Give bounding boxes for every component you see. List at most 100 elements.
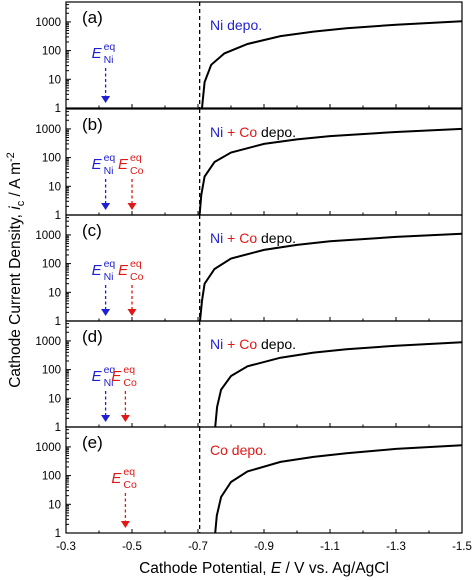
eq-subscript: Co xyxy=(130,165,144,177)
y-title-part: Cathode Current Density, xyxy=(7,210,24,388)
polarization-curve xyxy=(214,341,463,428)
annotation-part: Ni depo. xyxy=(210,17,262,33)
y-tick-label: 1000 xyxy=(35,124,61,136)
eq-subscript: Ni xyxy=(104,165,114,177)
x-tick-label: -1.5 xyxy=(452,541,472,553)
panel-label: (a) xyxy=(82,8,103,27)
y-tick-label: 1 xyxy=(55,422,61,434)
y-tick-label: 100 xyxy=(42,153,61,165)
eq-arrow-head xyxy=(127,309,137,316)
eq-arrow-head xyxy=(101,309,111,316)
x-title-part: Cathode Potential, xyxy=(139,560,271,577)
x-tick-label: -0.5 xyxy=(122,541,142,553)
y-title-part: / A m xyxy=(7,162,24,201)
annotation-part: Co depo. xyxy=(210,442,267,458)
y-tick-label: 1000 xyxy=(35,336,61,348)
eq-symbol: E xyxy=(118,262,129,279)
x-title-var: E xyxy=(271,560,282,577)
eq-superscript: eq xyxy=(123,466,135,478)
eq-symbol: E xyxy=(111,368,122,385)
y-axis-title: Cathode Current Density, ic / A m-2 xyxy=(5,152,27,388)
panel-frame xyxy=(65,1,463,109)
eq-superscript: eq xyxy=(130,258,142,270)
polarization-curve xyxy=(214,444,463,534)
x-tick-label: -0.7 xyxy=(188,541,208,553)
x-tick-label: -0.9 xyxy=(254,541,274,553)
x-title-part: / V vs. Ag/AgCl xyxy=(281,560,389,577)
eq-symbol: E xyxy=(92,368,103,385)
y-tick-label: 100 xyxy=(42,365,61,377)
x-axis-title: Cathode Potential, E / V vs. Ag/AgCl xyxy=(139,560,389,577)
y-axis-title-text: Cathode Current Density, ic / A m-2 xyxy=(5,152,27,388)
y-tick-label: 100 xyxy=(42,46,61,58)
eq-arrow-head xyxy=(120,521,130,528)
deposition-annotation: Ni + Co depo. xyxy=(210,230,296,246)
eq-subscript: Co xyxy=(130,271,144,283)
annotation-part: Ni xyxy=(210,124,223,140)
annotation-part: depo. xyxy=(257,230,296,246)
y-tick-label: 1000 xyxy=(35,442,61,454)
x-axis-ticks: -0.3 -0.5 -0.7 -0.9 -1.1 -1.3 -1.5 xyxy=(56,541,472,553)
eq-superscript: eq xyxy=(104,258,116,270)
y-tick-label: 1000 xyxy=(35,230,61,242)
y-tick-label: 1 xyxy=(55,316,61,328)
y-tick-label: 10 xyxy=(48,181,61,193)
eq-arrow-head xyxy=(101,415,111,422)
eq-symbol: E xyxy=(118,156,129,173)
y-tick-label: 100 xyxy=(42,471,61,483)
y-title-sub: c xyxy=(15,200,27,206)
eq-symbol: E xyxy=(111,470,122,487)
deposition-annotation: Ni + Co depo. xyxy=(210,336,296,352)
eq-subscript: Ni xyxy=(104,271,114,283)
y-tick-label: 10 xyxy=(48,499,61,511)
annotation-part: depo. xyxy=(257,336,296,352)
polarization-curve xyxy=(199,232,463,322)
eq-arrow-head xyxy=(101,203,111,210)
x-tick-label: -0.3 xyxy=(56,541,76,553)
y-tick-label: 10 xyxy=(48,393,61,405)
polarization-curve xyxy=(201,20,463,109)
annotation-part: Ni xyxy=(210,336,223,352)
y-tick-label: 10 xyxy=(48,287,61,299)
y-title-sup: -2 xyxy=(5,152,17,162)
eq-superscript: eq xyxy=(104,41,116,53)
y-tick-label: 1000 xyxy=(35,17,61,29)
annotation-part: Ni xyxy=(210,230,223,246)
eq-subscript: Ni xyxy=(104,377,114,389)
annotation-part: Co xyxy=(235,124,257,140)
deposition-annotation: Co depo. xyxy=(210,442,267,458)
eq-symbol: E xyxy=(92,45,103,62)
polarization-curve xyxy=(198,127,463,216)
eq-arrow-head xyxy=(127,203,137,210)
eq-symbol: E xyxy=(92,156,103,173)
x-tick-label: -1.1 xyxy=(320,541,340,553)
panel-label: (d) xyxy=(82,327,103,346)
panel-label: (e) xyxy=(82,433,103,452)
eq-symbol: E xyxy=(92,262,103,279)
deposition-annotation: Ni + Co depo. xyxy=(210,124,296,140)
annotation-part: + xyxy=(223,336,235,352)
x-axis-title-text: Cathode Potential, E / V vs. Ag/AgCl xyxy=(139,560,389,577)
annotation-part: depo. xyxy=(257,124,296,140)
eq-arrow-head xyxy=(101,96,111,103)
x-tick-label: -1.3 xyxy=(386,541,406,553)
eq-subscript: Ni xyxy=(104,54,114,66)
panel-label: (c) xyxy=(82,221,102,240)
annotation-part: Co xyxy=(235,336,257,352)
annotation-part: + xyxy=(223,230,235,246)
deposition-annotation: Ni depo. xyxy=(210,17,262,33)
eq-superscript: eq xyxy=(123,364,135,376)
